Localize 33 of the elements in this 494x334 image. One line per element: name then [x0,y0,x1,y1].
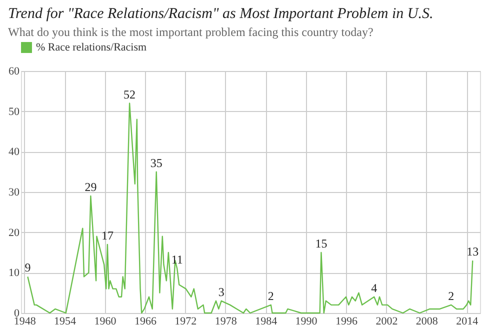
annotation: 2 [268,288,274,303]
annotation: 11 [171,252,183,267]
legend-label: % Race relations/Racism [36,42,148,54]
annotation: 52 [124,87,136,102]
x-tick-label: 2008 [416,316,438,328]
x-tick-label: 1972 [174,316,197,328]
annotation: 35 [150,156,162,170]
y-tick-label: 60 [8,66,20,78]
x-tick-label: 1960 [94,316,117,328]
x-tick-label: 1984 [255,316,278,328]
y-tick-label: 20 [8,226,20,239]
y-tick-label: 30 [8,186,20,198]
y-tick-label: 50 [8,106,20,118]
x-tick-label: 1948 [14,316,36,328]
x-tick-label: 1996 [335,316,358,328]
annotation: 17 [101,228,114,242]
x-tick-label: 1966 [134,316,157,328]
x-tick-label: 2014 [456,316,479,328]
annotation: 9 [24,260,31,275]
x-tick-label: 1978 [214,316,238,328]
x-tick-label: 2002 [376,316,398,328]
chart-title: Trend for "Race Relations/Racism" as Most Important Problem in U.S. [8,6,434,22]
chart-subtitle: What do you think is the most important problem facing this country today? [8,25,374,39]
x-tick-label: 1990 [295,316,318,328]
annotation: 15 [315,236,328,250]
y-tick-label: 40 [8,146,20,158]
annotation: 2 [448,288,454,303]
annotation: 13 [466,244,479,259]
annotation: 4 [371,280,378,295]
x-tick-label: 1954 [54,316,77,328]
y-tick-label: 10 [8,267,20,280]
annotation: 29 [84,180,97,194]
annotation: 3 [218,284,224,299]
